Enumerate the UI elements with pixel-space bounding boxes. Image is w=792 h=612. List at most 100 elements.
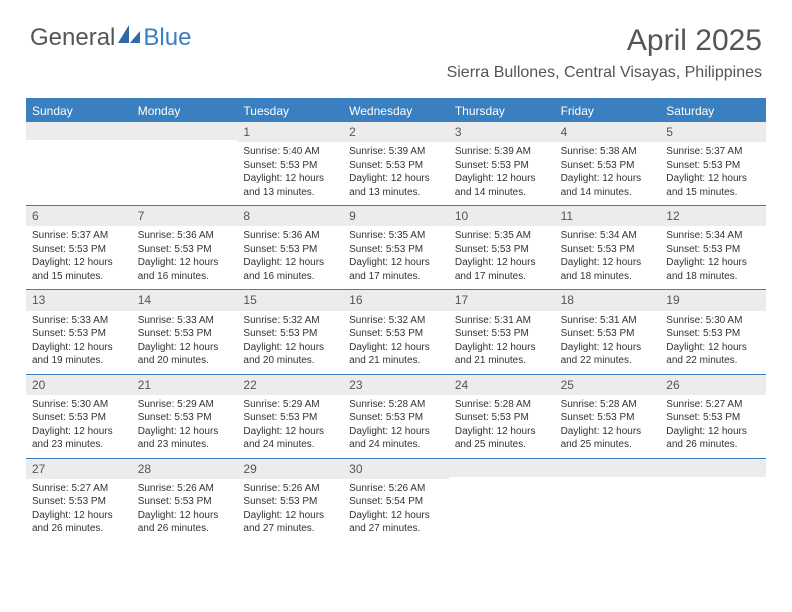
calendar-cell: 12Sunrise: 5:34 AMSunset: 5:53 PMDayligh… bbox=[660, 206, 766, 289]
cell-body: Sunrise: 5:31 AMSunset: 5:53 PMDaylight:… bbox=[555, 314, 661, 368]
sunset-line: Sunset: 5:53 PM bbox=[455, 159, 549, 173]
sunrise-line: Sunrise: 5:32 AM bbox=[243, 314, 337, 328]
sunrise-line: Sunrise: 5:33 AM bbox=[32, 314, 126, 328]
calendar-cell: 24Sunrise: 5:28 AMSunset: 5:53 PMDayligh… bbox=[449, 375, 555, 458]
sunrise-line: Sunrise: 5:33 AM bbox=[138, 314, 232, 328]
day-number bbox=[660, 459, 766, 477]
day-number: 15 bbox=[237, 290, 343, 310]
cell-body: Sunrise: 5:30 AMSunset: 5:53 PMDaylight:… bbox=[660, 314, 766, 368]
sunset-line: Sunset: 5:53 PM bbox=[561, 243, 655, 257]
calendar-cell-empty bbox=[132, 122, 238, 205]
logo-sail-icon bbox=[118, 24, 140, 52]
day-header: Monday bbox=[132, 100, 238, 122]
daylight-line: Daylight: 12 hours and 27 minutes. bbox=[243, 509, 337, 536]
sunset-line: Sunset: 5:53 PM bbox=[243, 243, 337, 257]
cell-body: Sunrise: 5:29 AMSunset: 5:53 PMDaylight:… bbox=[237, 398, 343, 452]
daylight-line: Daylight: 12 hours and 26 minutes. bbox=[32, 509, 126, 536]
calendar-cell-empty bbox=[555, 459, 661, 542]
day-number bbox=[449, 459, 555, 477]
sunset-line: Sunset: 5:53 PM bbox=[138, 327, 232, 341]
calendar-cell: 28 Sunrise: 5:26 AMSunset: 5:53 PMDayligh… bbox=[132, 459, 238, 542]
sunrise-line: Sunrise: 5:26 AM bbox=[243, 482, 337, 496]
sunset-line: Sunset: 5:53 PM bbox=[243, 327, 337, 341]
calendar-cell: 25Sunrise: 5:28 AMSunset: 5:53 PMDayligh… bbox=[555, 375, 661, 458]
calendar-cell: 26Sunrise: 5:27 AMSunset: 5:53 PMDayligh… bbox=[660, 375, 766, 458]
sunrise-line: Sunrise: 5:31 AM bbox=[455, 314, 549, 328]
daylight-line: Daylight: 12 hours and 16 minutes. bbox=[138, 256, 232, 283]
sunset-line: Sunset: 5:53 PM bbox=[32, 495, 126, 509]
cell-body: Sunrise: 5:26 AMSunset: 5:53 PMDaylight:… bbox=[132, 482, 238, 536]
cell-body: Sunrise: 5:37 AMSunset: 5:53 PMDaylight:… bbox=[26, 229, 132, 283]
sunset-line: Sunset: 5:53 PM bbox=[349, 411, 443, 425]
calendar-cell: 22Sunrise: 5:29 AMSunset: 5:53 PMDayligh… bbox=[237, 375, 343, 458]
sunset-line: Sunset: 5:53 PM bbox=[561, 327, 655, 341]
sunrise-line: Sunrise: 5:28 AM bbox=[561, 398, 655, 412]
sunset-line: Sunset: 5:53 PM bbox=[666, 327, 760, 341]
cell-body: Sunrise: 5:30 AMSunset: 5:53 PMDaylight:… bbox=[26, 398, 132, 452]
sunrise-line: Sunrise: 5:40 AM bbox=[243, 145, 337, 159]
sunset-line: Sunset: 5:53 PM bbox=[243, 159, 337, 173]
calendar-cell: 18 Sunrise: 5:31 AMSunset: 5:53 PMDayligh… bbox=[555, 290, 661, 373]
day-number: 10 bbox=[449, 206, 555, 226]
cell-body: Sunrise: 5:36 AMSunset: 5:53 PMDaylight:… bbox=[132, 229, 238, 283]
day-header: Friday bbox=[555, 100, 661, 122]
sunset-line: Sunset: 5:53 PM bbox=[561, 411, 655, 425]
daylight-line: Daylight: 12 hours and 26 minutes. bbox=[666, 425, 760, 452]
cell-body: Sunrise: 5:28 AMSunset: 5:53 PMDaylight:… bbox=[343, 398, 449, 452]
cell-body: Sunrise: 5:35 AMSunset: 5:53 PMDaylight:… bbox=[449, 229, 555, 283]
daylight-line: Daylight: 12 hours and 17 minutes. bbox=[349, 256, 443, 283]
daylight-line: Daylight: 12 hours and 22 minutes. bbox=[666, 341, 760, 368]
sunrise-line: Sunrise: 5:38 AM bbox=[561, 145, 655, 159]
day-number: 13 bbox=[26, 290, 132, 310]
day-header: Thursday bbox=[449, 100, 555, 122]
day-number: 3 bbox=[449, 122, 555, 142]
sunrise-line: Sunrise: 5:31 AM bbox=[561, 314, 655, 328]
day-number: 8 bbox=[237, 206, 343, 226]
calendar-cell: 2Sunrise: 5:39 AMSunset: 5:53 PMDaylight… bbox=[343, 122, 449, 205]
calendar-cell-empty bbox=[660, 459, 766, 542]
cell-body: Sunrise: 5:37 AMSunset: 5:53 PMDaylight:… bbox=[660, 145, 766, 199]
sunrise-line: Sunrise: 5:29 AM bbox=[138, 398, 232, 412]
calendar-cell: 14Sunrise: 5:33 AMSunset: 5:53 PMDayligh… bbox=[132, 290, 238, 373]
location-text: Sierra Bullones, Central Visayas, Philip… bbox=[447, 64, 762, 82]
day-number bbox=[132, 122, 238, 140]
sunrise-line: Sunrise: 5:27 AM bbox=[666, 398, 760, 412]
sunset-line: Sunset: 5:53 PM bbox=[455, 243, 549, 257]
cell-body: Sunrise: 5:26 AMSunset: 5:54 PMDaylight:… bbox=[343, 482, 449, 536]
sunrise-line: Sunrise: 5:32 AM bbox=[349, 314, 443, 328]
calendar: SundayMondayTuesdayWednesdayThursdayFrid… bbox=[26, 98, 766, 542]
daylight-line: Daylight: 12 hours and 16 minutes. bbox=[243, 256, 337, 283]
day-number: 28 bbox=[132, 459, 238, 479]
day-number: 1 bbox=[237, 122, 343, 142]
sunset-line: Sunset: 5:53 PM bbox=[32, 243, 126, 257]
day-number: 19 bbox=[660, 290, 766, 310]
cell-body: Sunrise: 5:28 AMSunset: 5:53 PMDaylight:… bbox=[555, 398, 661, 452]
daylight-line: Daylight: 12 hours and 21 minutes. bbox=[349, 341, 443, 368]
calendar-cell: 23 Sunrise: 5:28 AMSunset: 5:53 PMDayligh… bbox=[343, 375, 449, 458]
sunrise-line: Sunrise: 5:28 AM bbox=[455, 398, 549, 412]
daylight-line: Daylight: 12 hours and 19 minutes. bbox=[32, 341, 126, 368]
sunrise-line: Sunrise: 5:34 AM bbox=[666, 229, 760, 243]
cell-body: Sunrise: 5:38 AMSunset: 5:53 PMDaylight:… bbox=[555, 145, 661, 199]
daylight-line: Daylight: 12 hours and 13 minutes. bbox=[243, 172, 337, 199]
sunset-line: Sunset: 5:53 PM bbox=[666, 243, 760, 257]
day-number: 4 bbox=[555, 122, 661, 142]
daylight-line: Daylight: 12 hours and 20 minutes. bbox=[138, 341, 232, 368]
sunrise-line: Sunrise: 5:30 AM bbox=[32, 398, 126, 412]
sunrise-line: Sunrise: 5:39 AM bbox=[455, 145, 549, 159]
calendar-cell: 21Sunrise: 5:29 AMSunset: 5:53 PMDayligh… bbox=[132, 375, 238, 458]
logo-text-general: General bbox=[30, 24, 115, 52]
header: General Blue April 2025 Sierra Bullones,… bbox=[0, 0, 792, 90]
calendar-cell: 3Sunrise: 5:39 AMSunset: 5:53 PMDaylight… bbox=[449, 122, 555, 205]
cell-body: Sunrise: 5:32 AMSunset: 5:53 PMDaylight:… bbox=[343, 314, 449, 368]
calendar-cell: 30Sunrise: 5:26 AMSunset: 5:54 PMDayligh… bbox=[343, 459, 449, 542]
sunset-line: Sunset: 5:53 PM bbox=[455, 411, 549, 425]
day-number: 20 bbox=[26, 375, 132, 395]
sunrise-line: Sunrise: 5:39 AM bbox=[349, 145, 443, 159]
day-header: Saturday bbox=[660, 100, 766, 122]
sunset-line: Sunset: 5:53 PM bbox=[138, 495, 232, 509]
daylight-line: Daylight: 12 hours and 22 minutes. bbox=[561, 341, 655, 368]
day-number: 23 bbox=[343, 375, 449, 395]
daylight-line: Daylight: 12 hours and 18 minutes. bbox=[666, 256, 760, 283]
day-number: 18 bbox=[555, 290, 661, 310]
